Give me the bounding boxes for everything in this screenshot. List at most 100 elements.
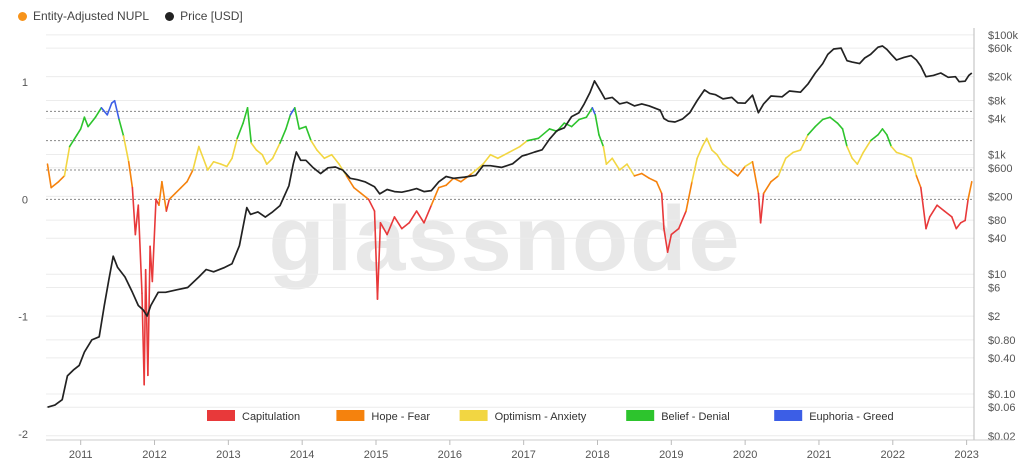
nupl-segment [829, 116, 839, 124]
nupl-segment [79, 116, 86, 130]
nupl-segment [202, 157, 209, 171]
nupl-segment [246, 107, 253, 144]
right-tick-label: $2 [988, 311, 1000, 323]
nupl-segment [841, 128, 848, 148]
nupl-segment [393, 216, 403, 230]
right-tick-label: $4k [988, 113, 1006, 125]
right-tick-label: $8k [988, 95, 1006, 107]
nupl-segment [386, 216, 396, 236]
zone-legend-swatch [459, 410, 488, 421]
nupl-segment [869, 134, 879, 142]
nupl-segment [50, 180, 60, 189]
nupl-segment [57, 175, 66, 183]
nupl-segment [626, 163, 636, 177]
nupl-segment [242, 107, 249, 124]
nupl-segment [118, 118, 125, 137]
right-tick-label: $0.40 [988, 353, 1016, 365]
nupl-segment [87, 116, 97, 128]
nupl-segment [127, 160, 134, 189]
nupl-segment [685, 180, 693, 212]
nupl-segment [174, 186, 182, 195]
nupl-segment [598, 134, 605, 148]
nupl-segment [640, 172, 650, 180]
nupl-segment [401, 222, 411, 230]
nupl-segment [967, 180, 973, 201]
right-tick-label: $600 [988, 163, 1012, 175]
legend-dot-nupl [18, 11, 27, 21]
nupl-segment [437, 184, 447, 189]
nupl-segment [231, 137, 239, 160]
nupl-segment [497, 151, 510, 160]
nupl-segment [660, 192, 665, 230]
nupl-segment [722, 163, 732, 171]
nupl-segment [471, 163, 484, 175]
left-tick-label: -1 [18, 312, 28, 324]
nupl-segment [206, 160, 215, 171]
nupl-segment [605, 157, 614, 165]
nupl-segment [705, 137, 713, 151]
nupl-segment [285, 114, 292, 130]
right-tick-label: $10 [988, 269, 1006, 281]
nupl-segment [122, 135, 130, 163]
nupl-segment [415, 210, 425, 224]
nupl-segment [186, 169, 194, 183]
nupl-segment [289, 107, 296, 116]
nupl-segment [168, 192, 176, 201]
nupl-segment [353, 186, 363, 195]
nupl-segment [696, 145, 704, 160]
nupl-segment [751, 160, 760, 195]
nupl-segment [198, 145, 205, 160]
nupl-segment [526, 137, 540, 142]
nupl-segment [594, 114, 600, 136]
nupl-segment [46, 163, 52, 189]
left-tick-label: 0 [22, 194, 28, 206]
nupl-segment [915, 175, 922, 189]
x-tick-label: 2022 [881, 449, 905, 461]
nupl-segment [807, 125, 817, 136]
nupl-segment [611, 157, 621, 171]
nupl-segment [180, 180, 188, 189]
nupl-segment [851, 157, 859, 165]
nupl-segment [777, 157, 787, 177]
right-tick-label: $1k [988, 150, 1006, 162]
x-tick-label: 2016 [438, 449, 462, 461]
nupl-segment [137, 204, 143, 295]
nupl-segment [305, 125, 312, 142]
right-tick-label: $6 [988, 283, 1000, 295]
nupl-segment [255, 149, 264, 156]
nupl-segment [759, 192, 765, 224]
x-tick-label: 2011 [69, 449, 93, 461]
right-tick-label: $200 [988, 191, 1012, 203]
nupl-segment [293, 107, 301, 130]
right-tick-label: $0.06 [988, 402, 1016, 414]
left-tick-label: 1 [22, 77, 28, 89]
nupl-segment [729, 169, 739, 177]
zone-legend-swatch [336, 410, 365, 421]
nupl-segment [701, 137, 708, 148]
right-tick-label: $20k [988, 72, 1012, 84]
price-line [47, 45, 973, 409]
nupl-segment [212, 160, 222, 165]
nupl-segment [633, 172, 643, 177]
nupl-segment [323, 153, 333, 160]
nupl-segment [591, 107, 597, 116]
nupl-segment [655, 180, 663, 195]
x-tick-label: 2020 [733, 449, 757, 461]
x-tick-label: 2014 [290, 449, 314, 461]
legend-item-price[interactable]: Price [USD] [165, 9, 243, 23]
top-legend: Entity-Adjusted NUPL Price [USD] [18, 9, 243, 23]
nupl-segment [345, 175, 355, 189]
nupl-segment [489, 153, 499, 160]
nupl-segment [250, 142, 258, 151]
legend-item-nupl[interactable]: Entity-Adjusted NUPL [18, 9, 149, 23]
right-tick-label: $40 [988, 233, 1006, 245]
nupl-segment [792, 149, 802, 154]
nupl-segment [936, 204, 946, 212]
nupl-segment [131, 186, 137, 236]
right-tick-label: $100k [988, 30, 1018, 42]
nupl-segment [784, 151, 794, 160]
zone-legend-label: Euphoria - Greed [809, 411, 893, 423]
x-tick-label: 2019 [659, 449, 683, 461]
nupl-segment [279, 128, 287, 144]
nupl-segment [663, 227, 669, 253]
